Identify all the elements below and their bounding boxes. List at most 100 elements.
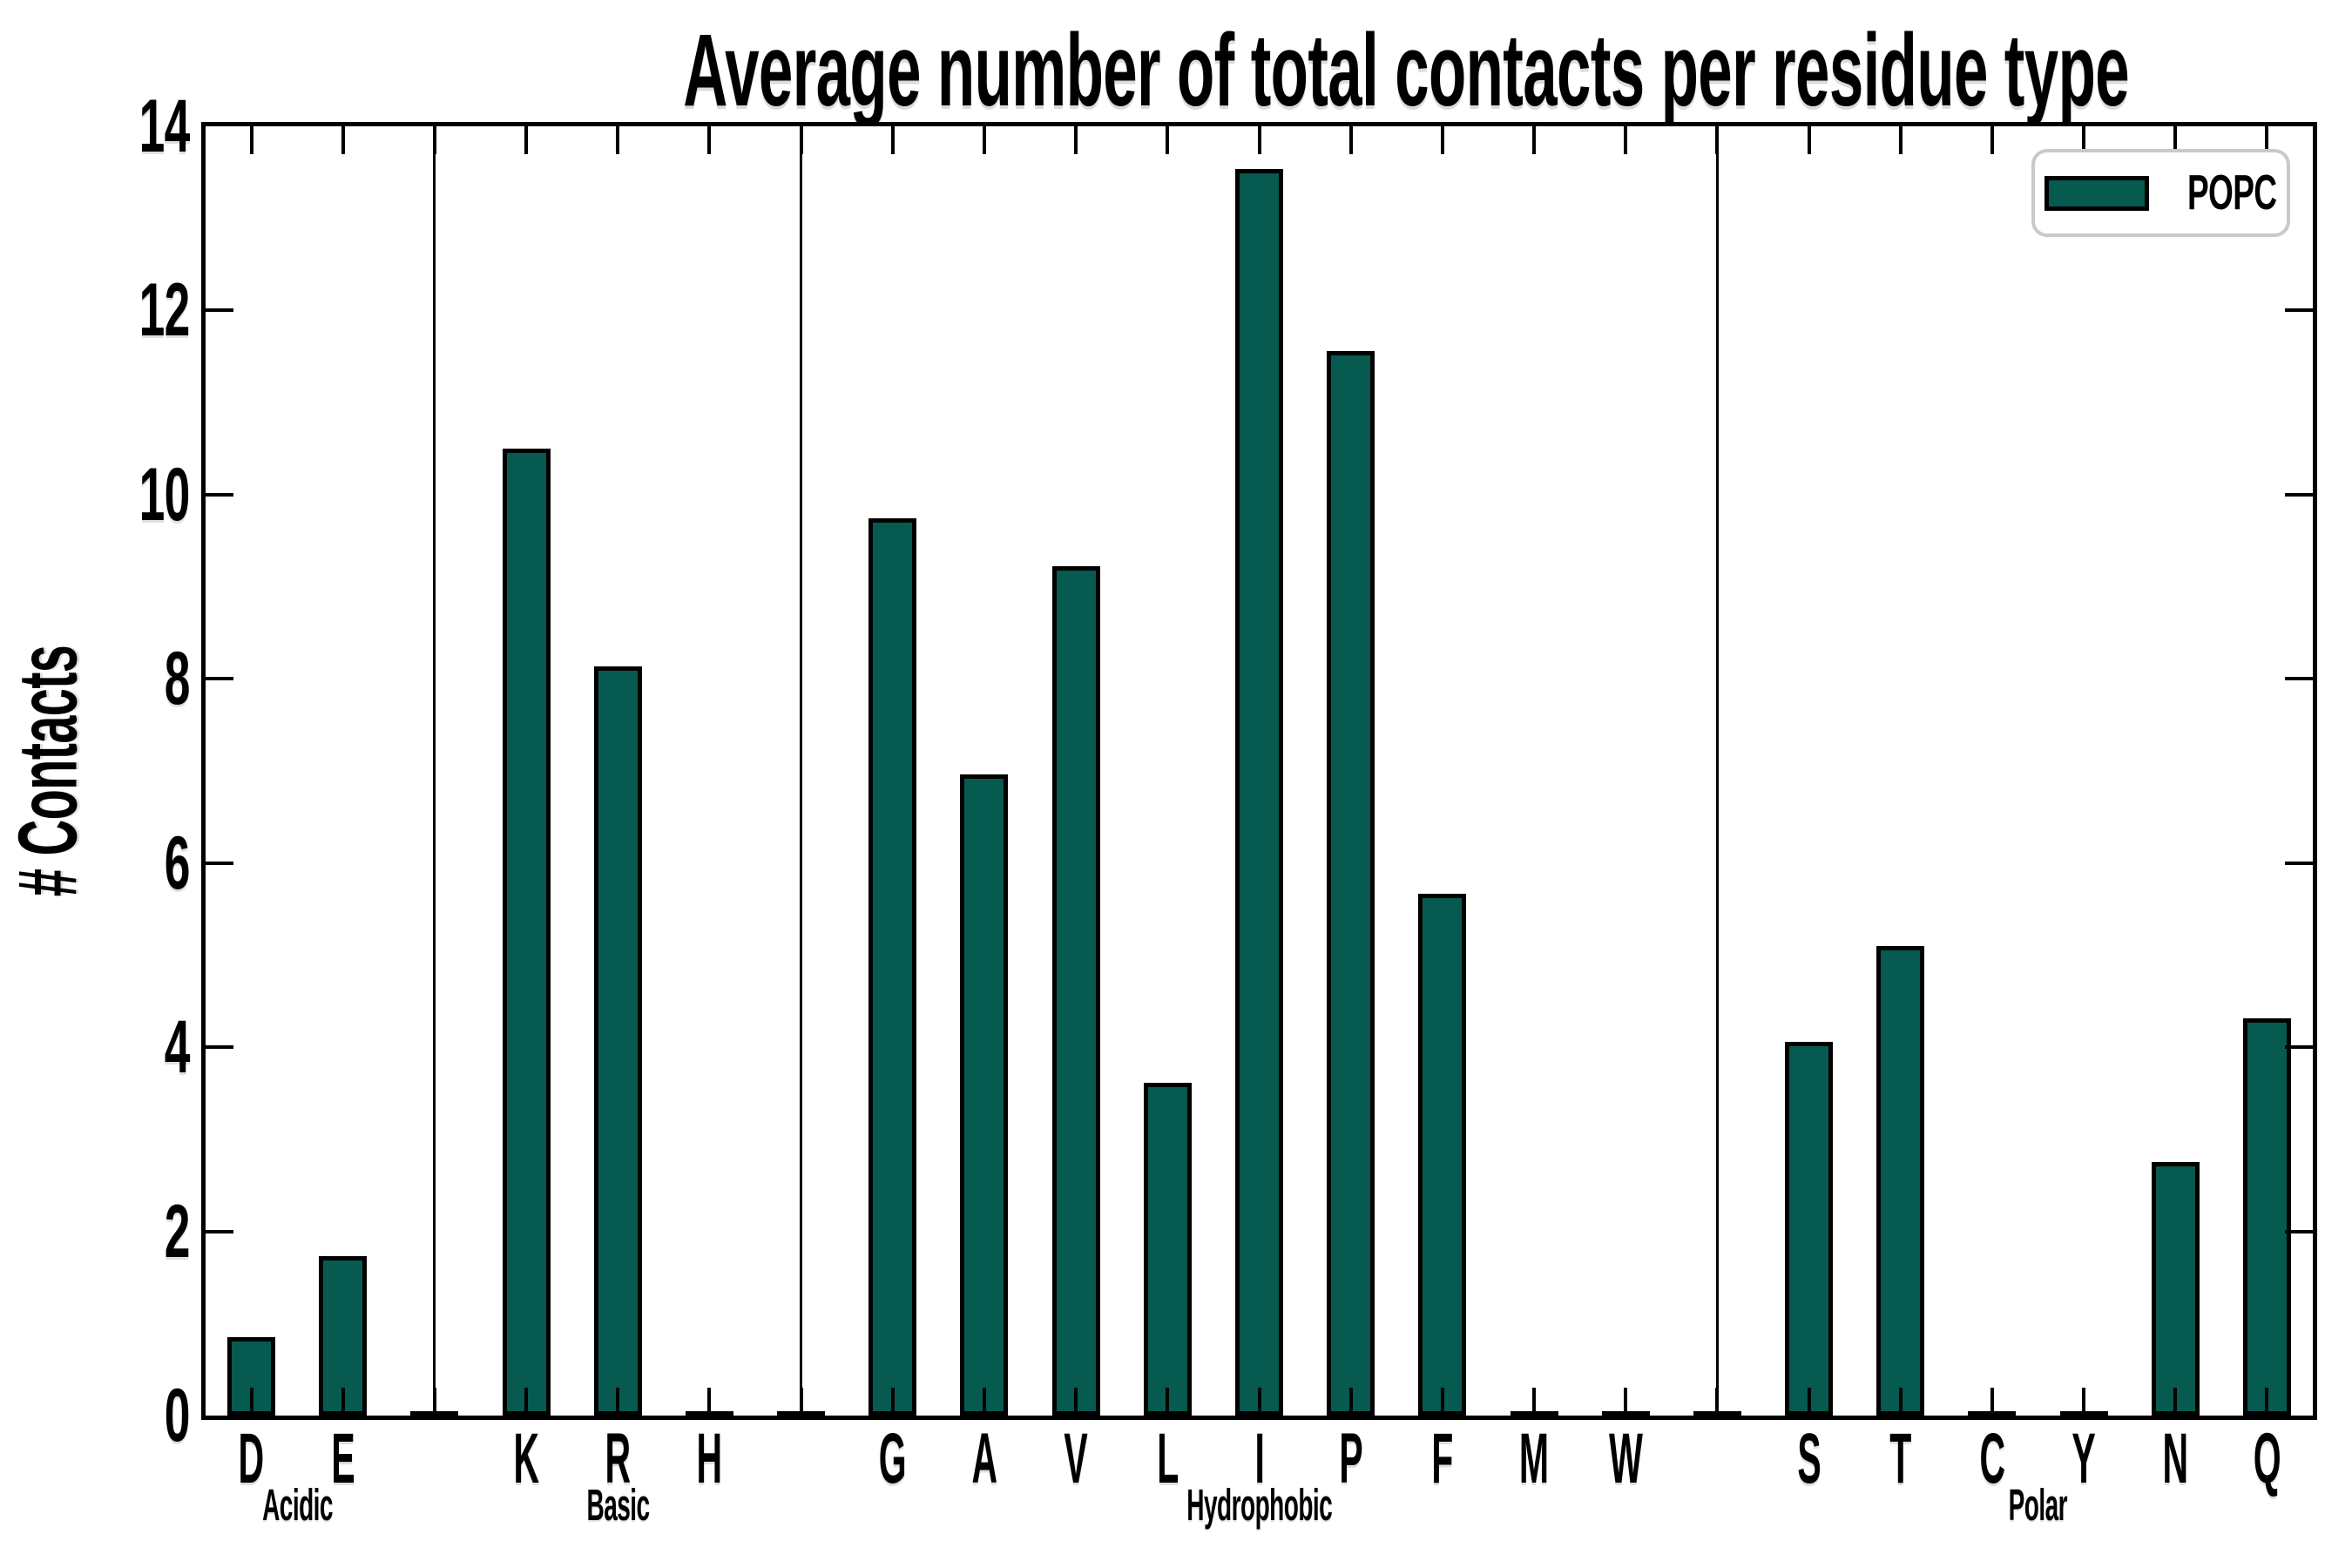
bar-K <box>502 449 551 1416</box>
x-tick <box>707 1388 712 1416</box>
x-tick-label-text: M <box>1519 1419 1549 1498</box>
x-tick-label-text: E <box>331 1419 355 1498</box>
y-tick-label-0: 0 <box>0 1374 191 1457</box>
bar-Q <box>2242 1018 2291 1416</box>
y-tick-label-text: 10 <box>139 452 191 537</box>
x-tick-label-I: I <box>1199 1423 1321 1495</box>
x-tick-label-L: L <box>1106 1423 1228 1495</box>
bar-N <box>2151 1162 2200 1416</box>
x-tick-top <box>1807 126 1811 154</box>
bar-P <box>1327 350 1375 1416</box>
x-tick-label-text: I <box>1254 1419 1264 1498</box>
x-tick-label-K: K <box>465 1423 587 1495</box>
x-tick <box>1624 1388 1628 1416</box>
y-tick-label-text: 12 <box>139 268 191 353</box>
y-tick-label-10: 10 <box>0 452 191 537</box>
x-tick-top <box>1898 126 1903 154</box>
y-tick-right <box>2285 1229 2313 1233</box>
x-tick-label-text: N <box>2162 1419 2189 1498</box>
x-tick-label-text: L <box>1157 1419 1179 1498</box>
x-tick-top <box>1624 126 1628 154</box>
y-tick <box>206 1045 233 1050</box>
y-tick-right <box>2285 492 2313 497</box>
x-tick-label-text: P <box>1339 1419 1363 1498</box>
x-tick-top <box>2173 126 2178 154</box>
x-tick-top <box>616 126 620 154</box>
group-separator <box>800 126 803 1416</box>
y-tick-label-14: 14 <box>0 84 191 168</box>
x-tick-top <box>1348 126 1353 154</box>
x-tick-top <box>1990 126 1994 154</box>
y-tick-right <box>2285 1045 2313 1050</box>
x-tick-top <box>524 126 529 154</box>
x-tick-label-G: G <box>832 1423 954 1495</box>
y-tick <box>206 1229 233 1233</box>
x-tick <box>1348 1388 1353 1416</box>
x-tick <box>341 1388 345 1416</box>
bar-L <box>1143 1083 1192 1416</box>
bar-S <box>1785 1041 1834 1416</box>
y-tick-label-text: 4 <box>164 1005 191 1090</box>
x-tick-top <box>1257 126 1261 154</box>
y-tick-label-text: 0 <box>164 1374 191 1457</box>
y-tick-right <box>2285 861 2313 865</box>
x-tick-label-H: H <box>648 1423 770 1495</box>
group-separator <box>1715 126 1719 1416</box>
x-tick-top <box>1715 126 1720 154</box>
y-tick-label-text: 8 <box>164 637 191 721</box>
x-tick-label-A: A <box>923 1423 1045 1495</box>
x-tick <box>1532 1388 1537 1416</box>
x-tick <box>1074 1388 1078 1416</box>
x-tick-label-D: D <box>191 1423 313 1495</box>
y-tick-label-4: 4 <box>0 1005 191 1090</box>
x-tick <box>1715 1388 1720 1416</box>
x-tick-label-text: Q <box>2253 1419 2281 1498</box>
y-tick-label-text: 2 <box>164 1189 191 1274</box>
legend-label: POPC <box>2187 168 2325 218</box>
x-tick-label-text: A <box>971 1419 997 1498</box>
x-tick-label-text: S <box>1797 1419 1821 1498</box>
x-tick-label-text: V <box>1064 1419 1088 1498</box>
x-tick-label-text: K <box>513 1419 540 1498</box>
legend-swatch-popc <box>2044 175 2149 211</box>
x-tick-label-P: P <box>1290 1423 1412 1495</box>
x-tick <box>1257 1388 1261 1416</box>
y-tick-label-text: 6 <box>164 821 191 905</box>
legend-label-text: POPC <box>2187 165 2277 220</box>
y-tick-right <box>2285 308 2313 313</box>
x-tick-label-E: E <box>282 1423 404 1495</box>
x-tick-top <box>1440 126 1444 154</box>
y-tick-label-text: 14 <box>139 84 191 168</box>
x-tick <box>616 1388 620 1416</box>
bar-I <box>1235 168 1283 1416</box>
x-tick-label-M: M <box>1473 1423 1595 1495</box>
bar-V <box>1051 566 1100 1416</box>
group-label-text: Acidic <box>261 1480 333 1530</box>
x-tick <box>524 1388 529 1416</box>
x-tick <box>2265 1388 2269 1416</box>
x-tick-label-text: T <box>1889 1419 1911 1498</box>
x-tick-label-N: N <box>2114 1423 2236 1495</box>
x-tick <box>2173 1388 2178 1416</box>
x-tick-top <box>1166 126 1170 154</box>
x-tick-label-F: F <box>1382 1423 1504 1495</box>
x-tick <box>890 1388 895 1416</box>
legend: POPC <box>2031 149 2290 237</box>
x-tick-label-S: S <box>1748 1423 1870 1495</box>
x-tick-top <box>2082 126 2086 154</box>
bar-G <box>868 518 917 1416</box>
x-tick-label-R: R <box>557 1423 679 1495</box>
x-tick-top <box>432 126 436 154</box>
chart-title-text: Average number of total contacts per res… <box>683 13 2129 128</box>
group-label-text: Polar <box>2008 1480 2068 1530</box>
group-label-text: Hydrophobic <box>1186 1480 1332 1530</box>
x-tick-top <box>707 126 712 154</box>
x-tick-top <box>1074 126 1078 154</box>
y-tick-label-6: 6 <box>0 821 191 905</box>
x-tick-label-text: Y <box>2072 1419 2096 1498</box>
x-tick-top <box>890 126 895 154</box>
x-tick <box>1990 1388 1994 1416</box>
y-tick-label-12: 12 <box>0 268 191 353</box>
x-tick-label-T: T <box>1840 1423 1962 1495</box>
x-tick-label-V: V <box>1015 1423 1137 1495</box>
